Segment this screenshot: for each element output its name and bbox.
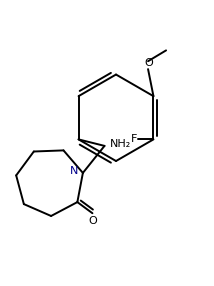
Text: F: F [131,134,137,144]
Text: O: O [88,216,97,226]
Text: N: N [70,166,78,176]
Text: O: O [144,58,153,68]
Text: NH₂: NH₂ [110,140,131,150]
